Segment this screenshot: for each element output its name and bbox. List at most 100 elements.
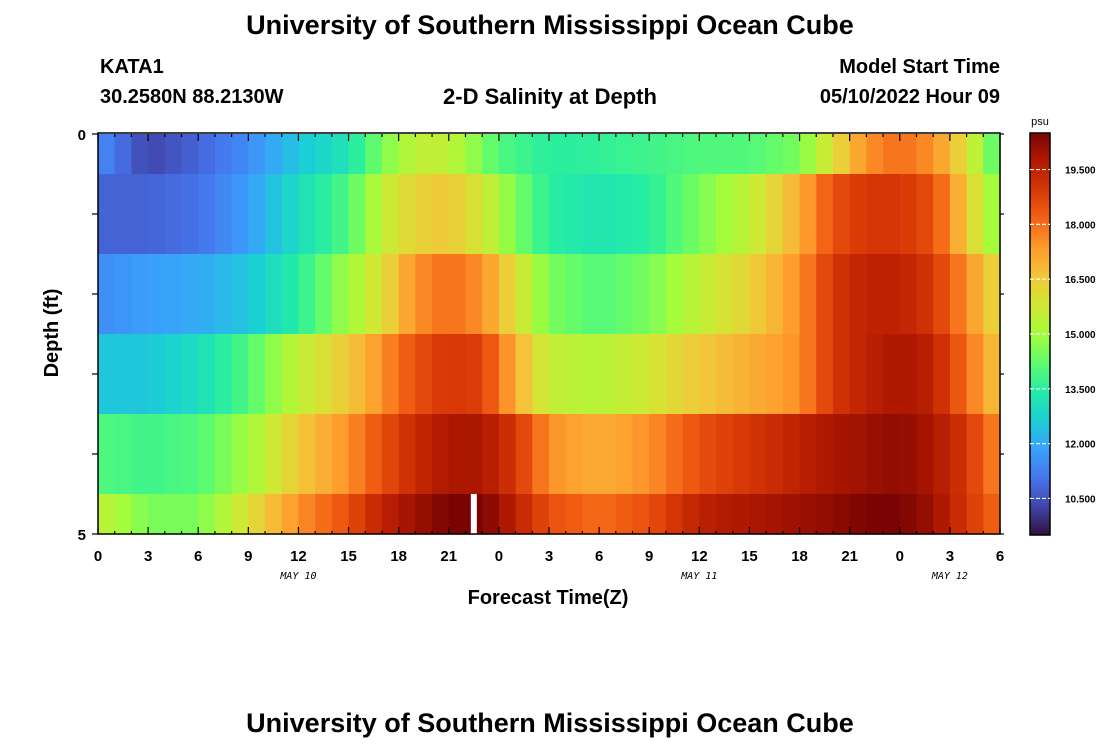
heatmap-cell [832,134,851,175]
heatmap-cell [365,414,383,495]
heatmap-cell [114,494,132,535]
heatmap-cell [632,334,650,415]
heatmap-cell [866,414,884,495]
heatmap-cell [265,494,283,535]
heatmap-cell [515,134,533,175]
heatmap-cell [181,134,199,175]
heatmap-cell [198,494,216,535]
heatmap-cell [131,494,149,535]
x-axis-label: Forecast Time(Z) [468,587,629,609]
x-tick-label: 12 [290,548,307,565]
heatmap-cell [883,254,901,335]
heatmap-cell [782,134,801,175]
heatmap-cell [799,494,817,535]
heatmap-cell [782,414,801,495]
heatmap-cell [899,174,918,255]
heatmap-cell [98,134,116,175]
heatmap-cell [148,254,166,335]
heatmap-cell [381,134,400,175]
colorbar-tick-label: 16.500 [1065,275,1096,286]
heatmap-cell [398,414,416,495]
heatmap-cell [549,134,567,175]
heatmap-cell [515,254,533,335]
heatmap-cell [131,174,149,255]
heatmap-cell [682,134,700,175]
heatmap-cell [348,174,366,255]
model-start-value: 05/10/2022 Hour 09 [819,86,1000,108]
heatmap-cell [482,174,500,255]
heatmap-cell [482,254,500,335]
heatmap-cell [214,134,233,175]
heatmap-cell [949,494,968,535]
heatmap-cell [649,334,667,415]
heatmap-cell [916,414,934,495]
heatmap-cell [832,174,851,255]
heatmap-cell [749,414,767,495]
heatmap-cell [164,174,183,255]
date-label: MAY 12 [931,571,968,582]
x-tick-label: 18 [791,548,808,565]
heatmap-cell [816,334,834,415]
footer-title: University of Southern Mississippi Ocean… [246,708,854,738]
heatmap-cell [498,174,517,255]
heatmap-cell [549,174,567,255]
heatmap-cell [432,334,450,415]
heatmap-cell [348,134,366,175]
heatmap-cell [665,174,684,255]
heatmap-cell [749,334,767,415]
heatmap-cell [265,134,283,175]
heatmap-cell [231,174,249,255]
heatmap-cell [365,174,383,255]
heatmap-cell [498,334,517,415]
heatmap-cell [599,414,617,495]
colorbar-tick-label: 19.500 [1065,166,1096,177]
colorbar-tick-label: 13.500 [1065,385,1096,396]
x-tick-label: 12 [691,548,708,565]
heatmap-cell [198,174,216,255]
y-tick-label: 5 [78,527,86,544]
heatmap-cell [949,174,968,255]
heatmap-cell [832,494,851,535]
heatmap-cell [398,254,416,335]
heatmap-cell [98,494,116,535]
heatmap-cell [549,334,567,415]
heatmap-cell [716,414,734,495]
heatmap-cell [515,334,533,415]
heatmap-cell [198,414,216,495]
heatmap-cell [131,334,149,415]
heatmap-cell [198,134,216,175]
heatmap-cell [465,134,483,175]
heatmap-cell [916,174,934,255]
heatmap-cell [832,334,851,415]
heatmap-cell [148,494,166,535]
heatmap-cell [983,494,1001,535]
heatmap-cell [599,254,617,335]
heatmap-cell [131,414,149,495]
heatmap-cell [265,254,283,335]
heatmap-cell [214,334,233,415]
heatmap-cell [281,414,300,495]
heatmap-cell [114,414,132,495]
heatmap-cell [448,254,467,335]
heatmap-cell [265,174,283,255]
heatmap-cell [682,174,700,255]
heatmap-cell [281,174,300,255]
heatmap-cell [315,334,333,415]
heatmap-cell [265,414,283,495]
heatmap-cell [899,334,918,415]
heatmap-cell [231,134,249,175]
heatmap-cell [966,414,984,495]
colorbar-tick-label: 18.000 [1065,220,1096,231]
x-tick-label: 0 [896,548,904,565]
page-title: University of Southern Mississippi Ocean… [246,10,854,40]
heatmap-cell [615,494,634,535]
heatmap-cell [498,254,517,335]
heatmap-cell [933,254,951,335]
x-tick-label: 21 [841,548,858,565]
heatmap-cell [866,334,884,415]
x-tick-label: 9 [645,548,653,565]
heatmap-cell [883,134,901,175]
heatmap-cell [832,414,851,495]
heatmap-cell [565,414,583,495]
